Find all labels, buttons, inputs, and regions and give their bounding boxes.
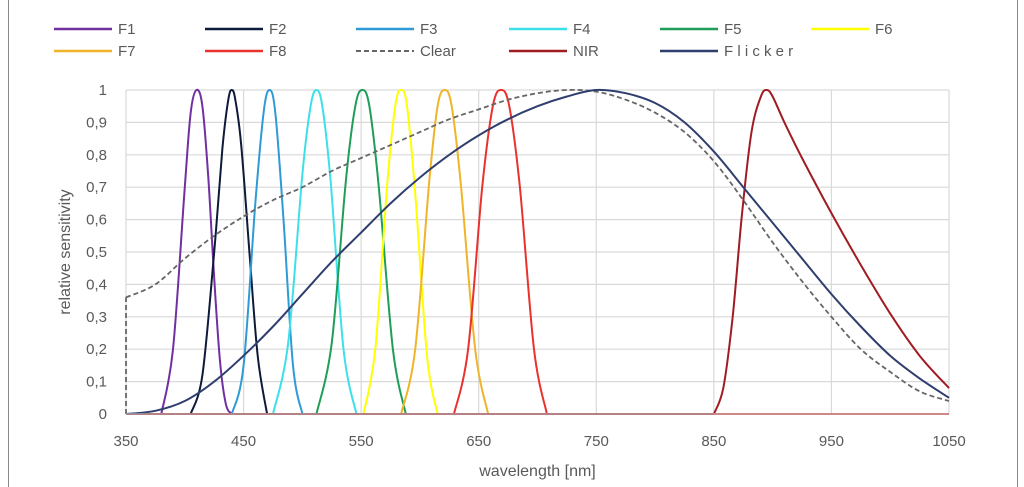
y-tick-label: 0,8 — [86, 147, 107, 164]
series-line-f2 — [189, 89, 269, 415]
legend: F1 F2 F3 F4 F5 F6 F7 F8 Clear NIR F l i c k e r — [54, 21, 893, 60]
series-line-f5 — [315, 89, 407, 415]
legend-label-f1: F1 — [118, 21, 136, 38]
series-line-flicker — [125, 88, 950, 415]
legend-label-f6: F6 — [875, 21, 893, 38]
x-tick-label: 850 — [701, 433, 726, 450]
series-line-f3 — [230, 89, 304, 415]
x-axis-title: wavelength [nm] — [478, 463, 596, 480]
series-line-f4 — [272, 89, 358, 415]
legend-label-f8: F8 — [269, 43, 287, 60]
y-tick-label: 0,9 — [86, 114, 107, 131]
axes: 350 450 550 650 750 850 950 1050 0 0,1 0,2 0,3 0,4 0,… — [86, 82, 966, 450]
series-line-f8 — [453, 89, 548, 415]
y-tick-label: 0,7 — [86, 179, 107, 196]
legend-label-clear: Clear — [420, 43, 456, 60]
x-tick-label: 650 — [466, 433, 491, 450]
x-tick-label: 950 — [819, 433, 844, 450]
y-tick-label: 0,3 — [86, 309, 107, 326]
y-tick-label: 0,6 — [86, 212, 107, 229]
chart-svg: 350 450 550 650 750 850 950 1050 0 0,1 0,2 0,3 0,4 0,… — [54, 21, 966, 480]
x-tick-label: 750 — [584, 433, 609, 450]
legend-label-flicker: F l i c k e r — [724, 43, 793, 60]
y-tick-label: 0 — [99, 406, 107, 423]
y-tick-label: 0,5 — [86, 244, 107, 261]
y-tick-label: 0,2 — [86, 341, 107, 358]
x-tick-label: 350 — [113, 433, 138, 450]
legend-label-f7: F7 — [118, 43, 136, 60]
x-tick-label: 450 — [231, 433, 256, 450]
legend-label-f5: F5 — [724, 21, 742, 38]
legend-label-f3: F3 — [420, 21, 438, 38]
grid — [125, 89, 950, 415]
legend-label-f4: F4 — [573, 21, 591, 38]
series-line-clear — [125, 88, 950, 402]
series-line-f6 — [362, 88, 439, 415]
y-tick-label: 0,1 — [86, 374, 107, 391]
chart-frame: 350 450 550 650 750 850 950 1050 0 0,1 0,2 0,3 0,4 0,… — [8, 0, 1018, 487]
y-tick-label: 1 — [99, 82, 107, 99]
x-tick-label: 1050 — [932, 433, 965, 450]
series-line-nir — [712, 88, 950, 415]
x-tick-label: 550 — [349, 433, 374, 450]
y-tick-label: 0,4 — [86, 276, 107, 293]
series-line-f1 — [160, 88, 233, 415]
series-line-f7 — [400, 89, 490, 415]
y-axis-title: relative sensitivity — [57, 189, 74, 314]
legend-label-nir: NIR — [573, 43, 599, 60]
legend-label-f2: F2 — [269, 21, 287, 38]
